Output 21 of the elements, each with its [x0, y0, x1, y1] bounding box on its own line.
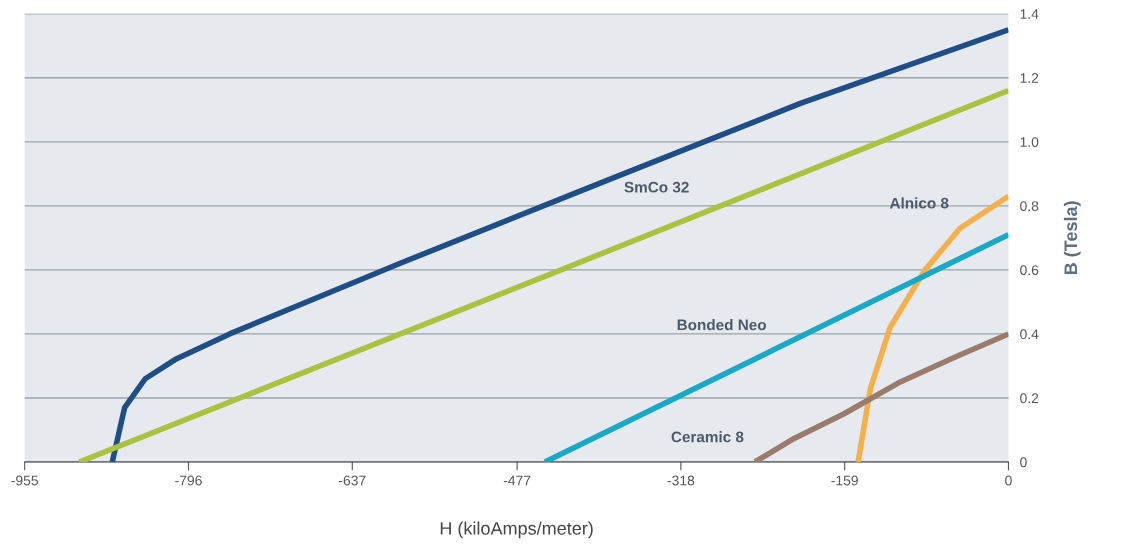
y-tick-label: 0 [1020, 457, 1027, 468]
y-axis-title: B (Tesla) [1063, 201, 1081, 275]
y-tick-label: 0.4 [1020, 329, 1039, 340]
x-tick-label: 0 [1005, 475, 1012, 486]
y-tick-label: 0.6 [1020, 265, 1039, 276]
annotation: Alnico 8 [889, 197, 949, 209]
x-tick-label: -318 [667, 475, 695, 486]
y-tick-label: 1.0 [1020, 137, 1039, 147]
y-tick-label: 0.8 [1020, 201, 1039, 212]
y-tick-label: 1.2 [1020, 73, 1039, 83]
x-axis-title: H (kiloAmps/meter) [440, 521, 593, 539]
annotation: Bonded Neo [677, 319, 767, 331]
y-tick-label: 0.2 [1020, 393, 1039, 404]
y-tick-label: 1.4 [1020, 9, 1039, 19]
annotation: SmCo 32 [624, 181, 689, 193]
x-tick-label: -955 [11, 475, 39, 486]
x-tick-label: -159 [831, 475, 858, 486]
x-tick-label: -796 [175, 475, 202, 486]
x-tick-label: -637 [339, 475, 366, 486]
x-tick-label: -477 [503, 475, 531, 486]
annotation: Ceramic 8 [671, 431, 744, 443]
